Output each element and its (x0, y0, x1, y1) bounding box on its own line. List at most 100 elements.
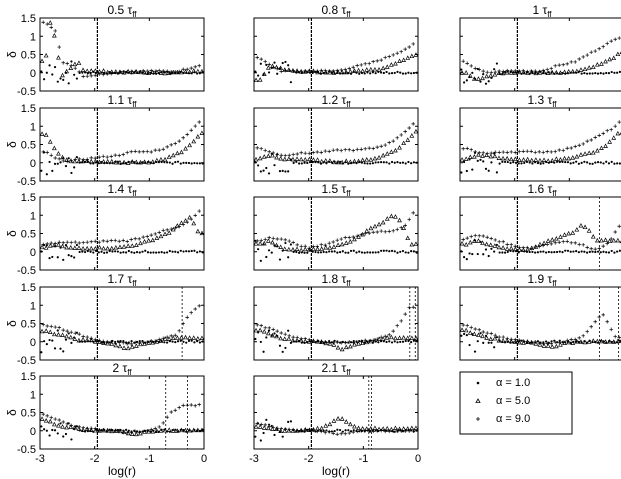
point-alpha-1 (412, 71, 415, 75)
point-alpha-5 (335, 345, 341, 350)
point-alpha-1 (259, 259, 262, 262)
point-alpha-9 (513, 244, 517, 249)
point-alpha-5 (257, 240, 263, 246)
point-alpha-1 (536, 340, 540, 343)
point-alpha-1 (119, 340, 122, 343)
point-alpha-1 (281, 350, 284, 353)
point-alpha-5 (76, 337, 82, 343)
point-alpha-5 (380, 219, 386, 225)
point-alpha-5 (590, 64, 596, 70)
point-alpha-1 (484, 167, 488, 170)
point-alpha-5 (105, 158, 111, 164)
point-alpha-1 (75, 77, 78, 80)
point-alpha-1 (174, 161, 177, 164)
point-alpha-1 (174, 428, 177, 431)
point-alpha-5 (47, 418, 53, 424)
point-alpha-5 (187, 69, 193, 75)
point-alpha-5 (92, 158, 98, 164)
point-alpha-5 (101, 245, 106, 251)
panel-title: 2.1 τff (321, 361, 351, 377)
point-alpha-9 (513, 150, 517, 155)
point-alpha-5 (174, 150, 180, 156)
point-alpha-9 (387, 429, 391, 434)
point-alpha-5 (306, 156, 312, 162)
point-alpha-9 (593, 319, 597, 324)
point-alpha-5 (471, 154, 477, 159)
panel-frame (459, 107, 621, 182)
point-alpha-9 (125, 239, 129, 244)
point-alpha-1 (40, 169, 43, 172)
point-alpha-5 (298, 247, 304, 253)
point-alpha-9 (121, 69, 125, 74)
point-alpha-5 (261, 240, 267, 246)
point-alpha-1 (545, 251, 548, 254)
point-alpha-5 (352, 423, 357, 429)
point-alpha-5 (339, 346, 345, 352)
point-alpha-9 (521, 339, 525, 343)
point-alpha-1 (125, 428, 128, 432)
point-alpha-5 (154, 428, 160, 434)
point-alpha-5 (388, 426, 394, 432)
point-alpha-9 (101, 239, 105, 243)
point-alpha-5 (517, 339, 522, 345)
point-alpha-5 (76, 245, 82, 250)
point-alpha-9 (493, 333, 497, 337)
point-alpha-5 (508, 245, 514, 251)
point-alpha-5 (306, 247, 312, 252)
point-alpha-1 (292, 161, 295, 165)
y-tick-label: -0.5 (17, 265, 36, 277)
point-alpha-1 (325, 162, 328, 165)
point-alpha-9 (363, 428, 367, 433)
point-alpha-1 (43, 428, 46, 431)
point-alpha-5 (166, 230, 172, 235)
point-alpha-1 (257, 164, 260, 167)
point-alpha-1 (555, 341, 559, 344)
point-alpha-1 (415, 429, 418, 432)
point-alpha-5 (195, 336, 201, 341)
point-alpha-9 (339, 237, 343, 241)
point-alpha-5 (150, 159, 156, 164)
point-alpha-1 (561, 251, 564, 254)
point-alpha-9 (255, 146, 259, 150)
point-alpha-9 (363, 62, 367, 66)
point-alpha-9 (359, 339, 363, 344)
point-alpha-9 (173, 141, 177, 146)
point-alpha-1 (369, 72, 372, 75)
point-alpha-9 (347, 66, 351, 71)
point-alpha-5 (484, 335, 490, 340)
point-alpha-1 (520, 162, 523, 165)
point-alpha-1 (287, 64, 290, 67)
point-alpha-1 (97, 251, 100, 254)
point-alpha-5 (405, 426, 411, 431)
point-alpha-5 (125, 243, 131, 248)
point-alpha-9 (335, 68, 339, 73)
point-alpha-5 (566, 339, 572, 345)
point-alpha-9 (77, 157, 81, 161)
point-alpha-1 (490, 161, 493, 164)
point-alpha-1 (330, 430, 333, 433)
point-alpha-1 (333, 250, 336, 253)
point-alpha-5 (166, 154, 172, 159)
point-alpha-5 (43, 52, 49, 58)
panel-frame (39, 17, 205, 92)
point-alpha-5 (195, 427, 201, 433)
point-alpha-1 (62, 258, 65, 261)
point-alpha-9 (49, 324, 53, 329)
panel-title: 0.5 τff (107, 3, 137, 19)
point-alpha-1 (404, 72, 407, 75)
point-alpha-9 (149, 339, 153, 343)
point-alpha-9 (65, 61, 69, 66)
point-alpha-1 (319, 251, 323, 254)
point-alpha-5 (484, 73, 490, 79)
point-alpha-9 (481, 234, 485, 238)
point-alpha-9 (121, 238, 125, 243)
point-alpha-9 (121, 340, 125, 345)
point-alpha-9 (565, 146, 569, 151)
point-alpha-5 (306, 339, 312, 344)
point-alpha-1 (135, 251, 139, 254)
point-alpha-9 (193, 65, 197, 69)
point-alpha-1 (583, 160, 586, 163)
point-alpha-9 (279, 69, 283, 74)
point-alpha-5 (397, 58, 402, 63)
point-alpha-1 (40, 250, 43, 253)
